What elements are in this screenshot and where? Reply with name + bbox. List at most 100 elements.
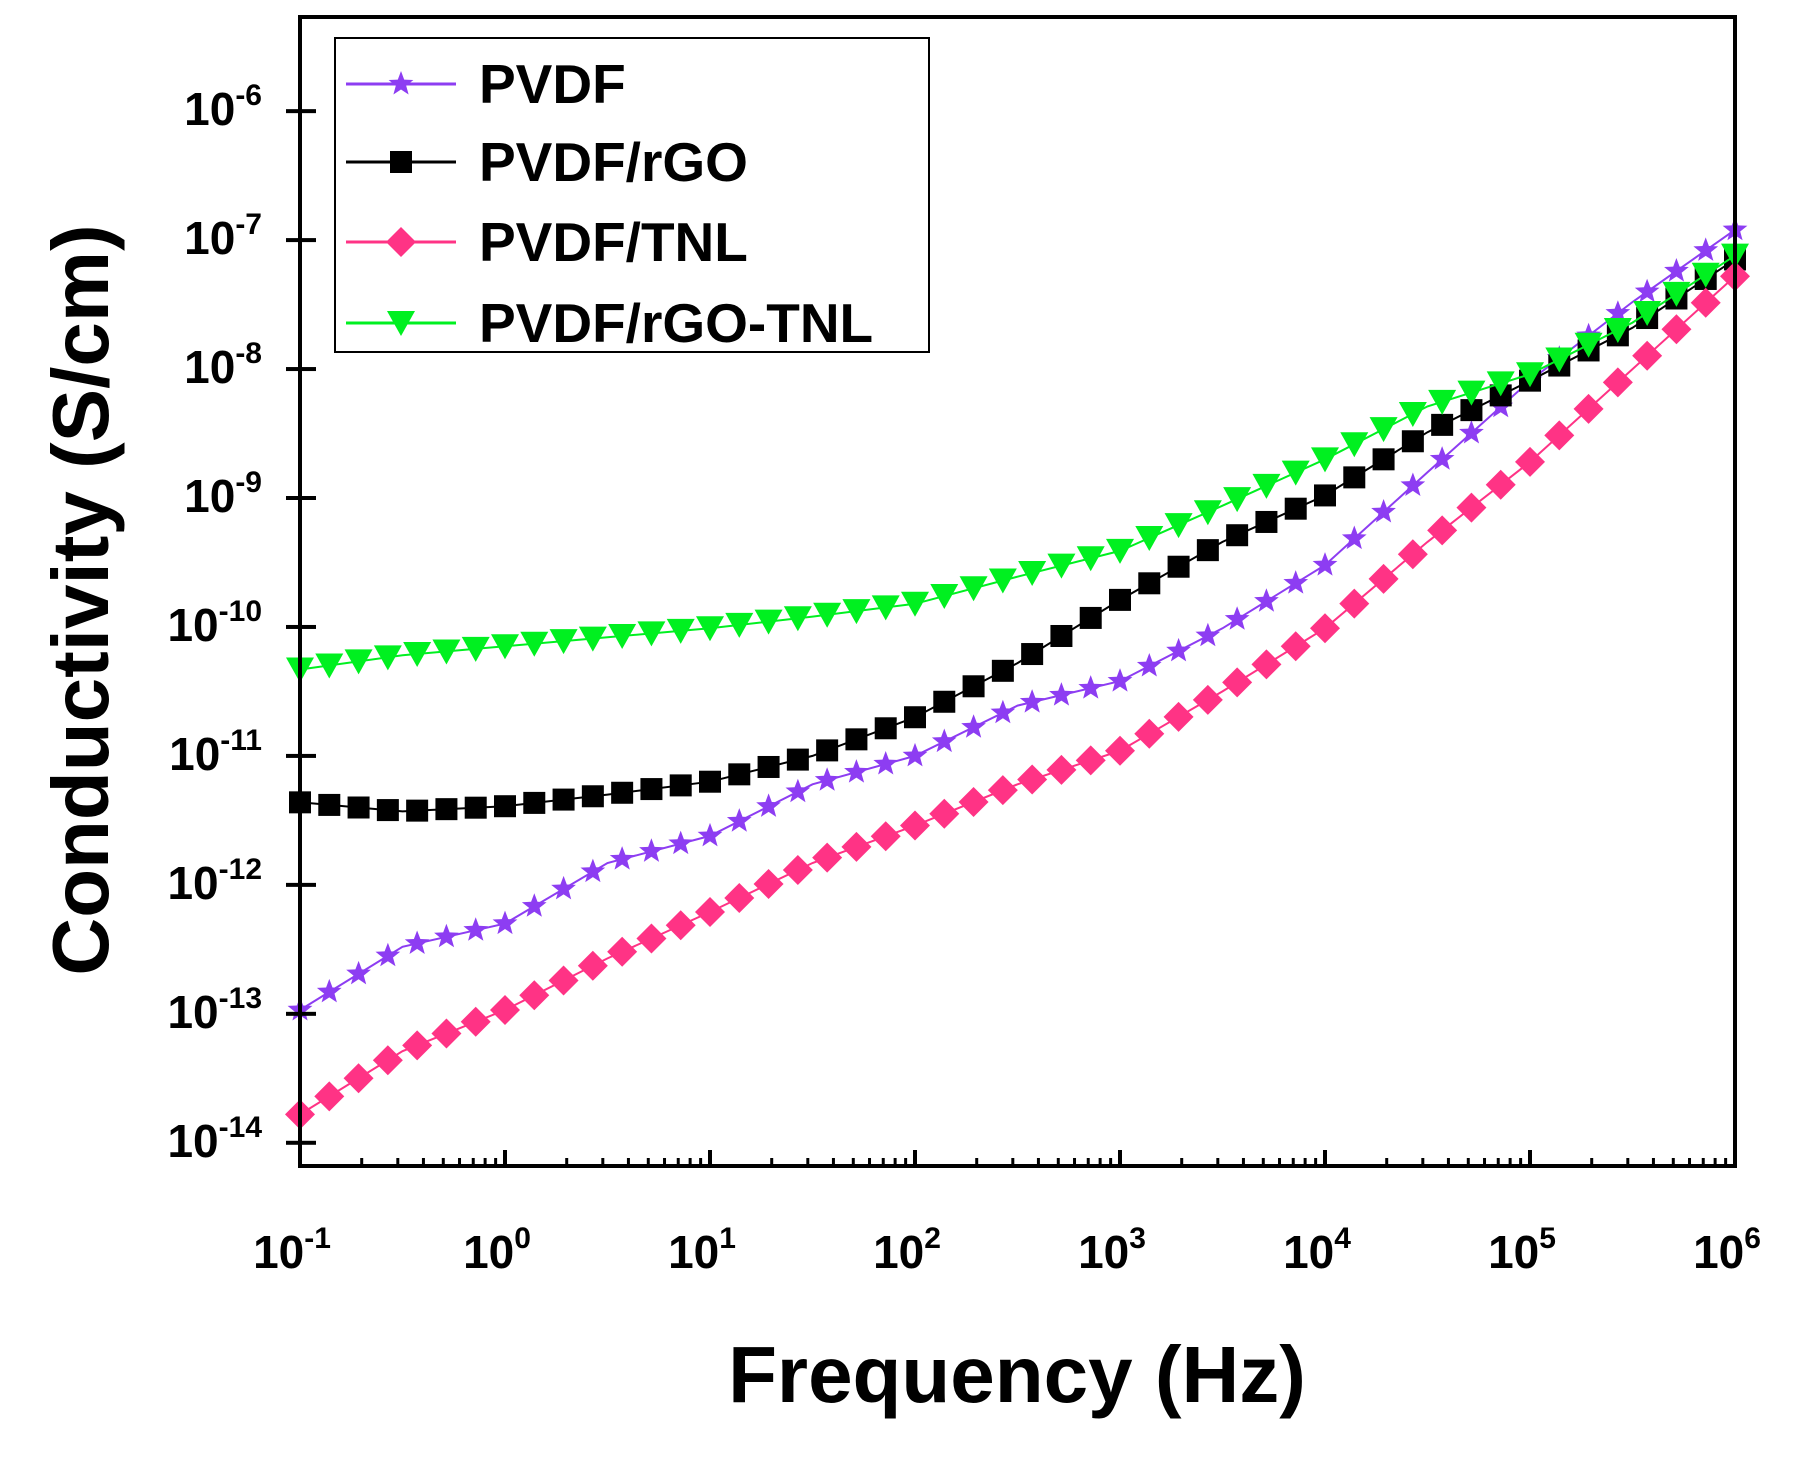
data-point [1314,484,1336,507]
data-point [1339,588,1370,619]
data-point [1456,492,1487,523]
data-point [609,846,635,870]
data-point [931,728,957,753]
data-point [782,854,813,885]
data-point [1222,667,1253,698]
data-point [902,742,928,767]
data-point [1047,553,1076,579]
data-point [1691,262,1720,288]
data-point [873,751,899,775]
data-point [1400,472,1426,496]
data-point [724,882,755,913]
series-layer [285,216,1750,1130]
data-point [990,699,1016,724]
data-point [1193,500,1222,526]
data-point [1079,606,1102,629]
data-point [375,942,401,967]
data-point [933,690,956,713]
x-tick-label: 106 [1693,1222,1761,1278]
data-point [1284,497,1307,520]
data-point [490,994,520,1025]
data-point [523,791,546,814]
data-point [551,875,576,900]
data-point [844,759,869,783]
data-point [376,799,399,822]
data-point [637,621,666,647]
data-point [988,568,1017,594]
data-point [1251,649,1282,680]
data-point [1340,432,1369,458]
data-point [991,659,1014,682]
legend-marker [390,151,412,173]
data-point [581,785,604,808]
data-point [1693,237,1719,261]
data-point [814,767,840,791]
data-point [1515,446,1545,477]
legend-item: PVDF [346,53,626,115]
data-point [1574,332,1603,358]
data-point [1662,281,1691,307]
data-point [1105,735,1135,766]
data-point [1603,317,1632,343]
data-point [315,653,344,679]
data-point [406,799,429,822]
data-point [1224,606,1250,630]
y-tick-label: 10-8 [184,337,262,393]
data-point [580,858,606,883]
data-point [1460,399,1483,422]
data-point [753,868,784,899]
data-point [987,775,1018,806]
legend: PVDF PVDF/rGO PVDF/TNL PVDF/rGO-TNL [334,37,930,354]
data-point [372,1045,403,1076]
data-point [1134,718,1165,749]
data-point [874,717,897,740]
x-tick-label: 103 [1078,1222,1146,1278]
legend-label: PVDF/rGO [479,131,748,193]
x-tick-label: 10-1 [253,1222,331,1278]
data-point [1544,420,1575,451]
x-tick-label: 100 [463,1222,531,1278]
data-point [1019,689,1045,713]
data-point [754,609,783,635]
data-point [726,808,752,832]
data-point [1223,487,1252,513]
data-point [608,623,637,649]
data-point [552,788,575,811]
data-point [842,599,871,625]
data-point [491,634,519,660]
legend-item: PVDF/TNL [346,211,748,273]
data-point [1690,287,1721,318]
data-point [1459,420,1484,444]
data-point [1431,413,1454,436]
data-point [346,960,371,985]
data-point [696,616,724,642]
data-point [904,706,926,729]
data-point [1109,588,1131,611]
data-point [1196,539,1219,562]
data-point [1398,402,1427,428]
data-point [435,798,458,821]
data-point [607,936,638,967]
data-point [900,810,930,841]
data-point [492,910,518,935]
legend-item: PVDF/rGO [346,131,748,193]
data-point [347,796,370,819]
data-point [1661,314,1692,345]
legend-marker [386,227,416,257]
data-point [343,1063,374,1094]
data-point [1368,563,1399,594]
series-pvdf-rgo-tnl [286,243,1749,683]
y-tick-label: 10-11 [169,724,262,780]
series-pvdf-rgo [289,248,1746,822]
data-point [1573,393,1604,424]
data-point [669,774,692,797]
data-point [1107,668,1133,692]
data-point [318,793,341,816]
data-point [871,595,900,621]
data-point [402,1030,433,1061]
y-tick-label: 10-7 [184,208,262,264]
data-point [460,1006,491,1037]
data-point [1311,447,1339,473]
data-point [463,917,489,941]
data-point [1401,430,1424,453]
